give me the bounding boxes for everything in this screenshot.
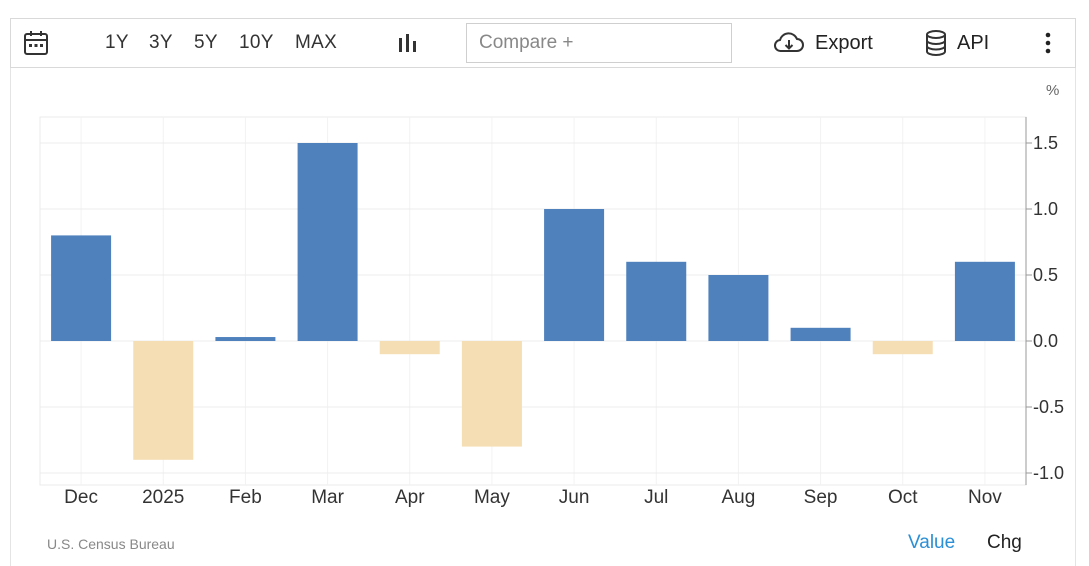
more-vertical-icon [1045,32,1051,54]
api-label: API [957,31,990,54]
y-axis-unit: % [1046,82,1060,99]
database-icon [926,30,946,56]
export-button[interactable]: Export [773,19,873,67]
more-options-button[interactable] [1044,19,1052,67]
range-10y-button[interactable]: 10Y [239,32,274,53]
value-toggle[interactable]: Value [908,532,956,553]
chart-type-button[interactable] [397,19,419,67]
chg-toggle[interactable]: Chg [987,532,1022,553]
data-source-label: U.S. Census Bureau [47,536,175,552]
chart-container [10,68,1076,566]
export-label: Export [815,31,873,54]
calendar-button[interactable] [23,19,49,67]
range-3y-button[interactable]: 3Y [149,32,173,53]
chart-toolbar: 1Y 3Y 5Y 10Y MAX Export API [10,18,1076,68]
range-5y-button[interactable]: 5Y [194,32,218,53]
range-1y-button[interactable]: 1Y [105,32,129,53]
compare-input[interactable] [466,23,732,63]
api-button[interactable]: API [925,19,989,67]
range-max-button[interactable]: MAX [295,32,338,53]
calendar-icon [24,31,48,55]
cloud-download-icon [774,32,804,52]
bar-chart-icon [399,34,416,52]
